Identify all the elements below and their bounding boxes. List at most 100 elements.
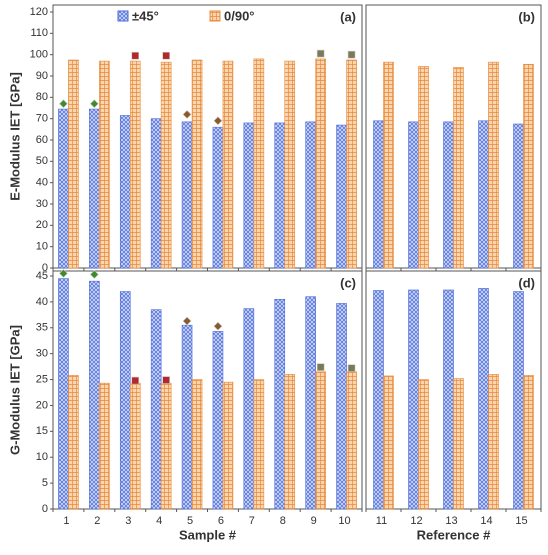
bar: [453, 67, 464, 269]
bar: [58, 278, 69, 510]
y-tick-label: 30: [36, 198, 48, 210]
y-tick-label: 30: [36, 348, 48, 360]
marker-diamond: [182, 109, 192, 119]
bar: [191, 59, 203, 269]
y-tick-label: 40: [36, 177, 48, 189]
y-tick-label: 100: [30, 49, 48, 61]
bar: [99, 382, 110, 510]
bar: [181, 121, 193, 269]
marker-diamond: [59, 99, 68, 109]
marker-square: [347, 364, 356, 372]
panel-label: (b): [518, 9, 535, 24]
marker-square: [347, 50, 356, 59]
marker-diamond: [89, 270, 99, 279]
bar: [89, 280, 100, 510]
bar: [408, 289, 419, 510]
x-tick-label: 8: [280, 515, 286, 527]
bar: [253, 58, 265, 269]
bar: [418, 66, 429, 269]
y-tick-label: 20: [36, 219, 48, 231]
marker-square: [162, 376, 170, 384]
bar: [129, 382, 141, 510]
bar: [181, 324, 193, 510]
bar: [243, 308, 255, 510]
y-axis-label: G-Modulus IET [GPa]: [7, 325, 22, 455]
x-axis-label: Sample #: [179, 527, 237, 542]
x-tick-label: 10: [338, 515, 350, 527]
y-tick-label: 15: [36, 425, 48, 437]
bar: [99, 60, 110, 269]
bar: [373, 290, 384, 510]
marker-square: [316, 363, 325, 371]
x-tick-label: 6: [218, 515, 224, 527]
marker-square: [162, 51, 170, 60]
x-tick-label: 14: [480, 515, 492, 527]
bar: [274, 122, 286, 269]
bar: [284, 374, 296, 510]
bar: [305, 121, 316, 269]
y-tick-label: 0: [42, 503, 48, 515]
marker-square: [131, 376, 140, 385]
bar: [160, 61, 172, 269]
bar: [160, 382, 172, 510]
bar: [443, 121, 454, 269]
marker-diamond: [59, 268, 68, 278]
x-tick-label: 12: [410, 515, 422, 527]
bar: [383, 375, 394, 510]
marker-diamond: [213, 321, 223, 331]
bar: [119, 291, 131, 510]
marker-diamond: [89, 99, 99, 109]
bar: [478, 288, 489, 510]
x-tick-label: 11: [376, 515, 387, 527]
y-tick-label: 120: [30, 6, 48, 18]
bar: [305, 296, 316, 510]
y-tick-label: 110: [30, 27, 48, 39]
bar: [346, 371, 357, 510]
y-tick-label: 40: [36, 296, 48, 308]
bar: [408, 121, 419, 269]
bar: [212, 331, 224, 510]
bar: [315, 371, 326, 510]
bar: [513, 291, 524, 510]
bar: [523, 375, 534, 510]
panel-label: (d): [518, 275, 535, 290]
bar: [346, 59, 357, 269]
bar: [150, 118, 162, 269]
bar: [418, 379, 429, 510]
bar: [336, 124, 347, 269]
bar: [336, 303, 347, 510]
x-tick-label: 13: [445, 515, 457, 527]
marker-diamond: [182, 316, 192, 326]
marker-square: [316, 49, 325, 58]
bar: [212, 126, 224, 269]
panel-label: (a): [340, 9, 356, 24]
y-tick-label: 60: [36, 134, 48, 146]
bar: [315, 58, 326, 269]
y-tick-label: 50: [36, 155, 48, 167]
bar: [373, 120, 384, 269]
bar: [513, 123, 524, 269]
panel-label: (c): [340, 275, 356, 290]
x-tick-label: 1: [63, 515, 69, 527]
y-tick-label: 80: [36, 91, 48, 103]
legend-swatch: [209, 10, 221, 22]
bar: [222, 381, 234, 510]
bar: [253, 379, 265, 510]
x-axis-label: Reference #: [417, 527, 491, 542]
legend-label: 0/90°: [224, 8, 255, 23]
bar: [89, 108, 100, 269]
bar: [243, 122, 255, 269]
y-tick-label: 35: [36, 322, 48, 334]
bar: [222, 60, 234, 269]
bar: [284, 60, 296, 269]
y-tick-label: 10: [36, 241, 48, 253]
bar: [488, 374, 499, 510]
x-tick-label: 5: [187, 515, 193, 527]
x-tick-label: 15: [515, 515, 527, 527]
bar: [274, 298, 286, 510]
x-tick-label: 3: [125, 515, 131, 527]
y-tick-label: 25: [36, 373, 48, 385]
bar: [150, 309, 162, 510]
x-tick-label: 4: [156, 515, 162, 527]
